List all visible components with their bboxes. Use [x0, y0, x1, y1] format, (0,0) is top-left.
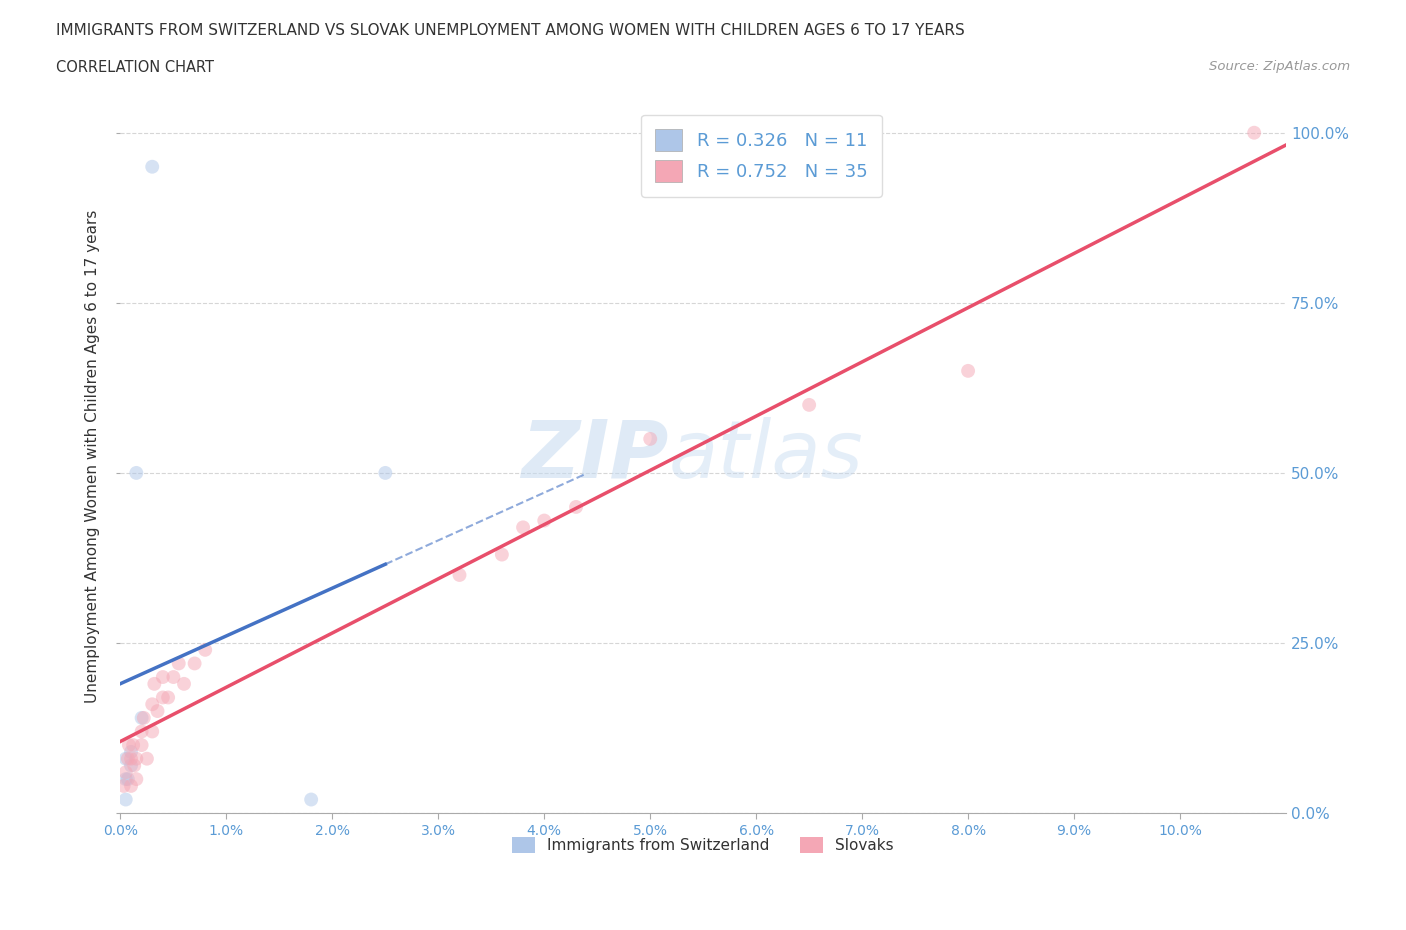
- Legend: Immigrants from Switzerland, Slovaks: Immigrants from Switzerland, Slovaks: [506, 830, 900, 859]
- Point: [120, 751, 142, 766]
- Point: [799, 397, 821, 412]
- Point: [117, 772, 139, 787]
- Point: [120, 744, 142, 759]
- Point: [157, 690, 180, 705]
- Point: [114, 751, 136, 766]
- Point: [141, 159, 163, 174]
- Point: [132, 711, 155, 725]
- Text: IMMIGRANTS FROM SWITZERLAND VS SLOVAK UNEMPLOYMENT AMONG WOMEN WITH CHILDREN AGE: IMMIGRANTS FROM SWITZERLAND VS SLOVAK UN…: [56, 23, 965, 38]
- Text: ZIP: ZIP: [520, 417, 668, 495]
- Point: [136, 751, 159, 766]
- Point: [491, 547, 513, 562]
- Point: [122, 737, 145, 752]
- Point: [131, 711, 153, 725]
- Point: [533, 513, 555, 528]
- Point: [118, 737, 141, 752]
- Point: [114, 792, 136, 807]
- Point: [565, 499, 588, 514]
- Text: Source: ZipAtlas.com: Source: ZipAtlas.com: [1209, 60, 1350, 73]
- Text: CORRELATION CHART: CORRELATION CHART: [56, 60, 214, 75]
- Point: [152, 690, 174, 705]
- Point: [125, 466, 148, 481]
- Point: [1243, 126, 1265, 140]
- Point: [957, 364, 980, 379]
- Point: [194, 643, 217, 658]
- Point: [131, 737, 153, 752]
- Point: [141, 697, 163, 711]
- Point: [120, 778, 142, 793]
- Point: [120, 758, 142, 773]
- Point: [125, 751, 148, 766]
- Point: [449, 567, 471, 582]
- Point: [146, 704, 169, 719]
- Point: [167, 656, 190, 671]
- Point: [152, 670, 174, 684]
- Point: [141, 724, 163, 739]
- Point: [143, 676, 166, 691]
- Point: [131, 724, 153, 739]
- Point: [114, 764, 136, 779]
- Point: [638, 432, 661, 446]
- Point: [183, 656, 205, 671]
- Point: [512, 520, 534, 535]
- Point: [112, 778, 135, 793]
- Point: [374, 466, 396, 481]
- Point: [299, 792, 322, 807]
- Point: [125, 772, 148, 787]
- Text: atlas: atlas: [668, 417, 863, 495]
- Point: [173, 676, 195, 691]
- Point: [117, 751, 139, 766]
- Y-axis label: Unemployment Among Women with Children Ages 6 to 17 years: Unemployment Among Women with Children A…: [86, 209, 100, 702]
- Point: [122, 758, 145, 773]
- Point: [162, 670, 184, 684]
- Point: [114, 772, 136, 787]
